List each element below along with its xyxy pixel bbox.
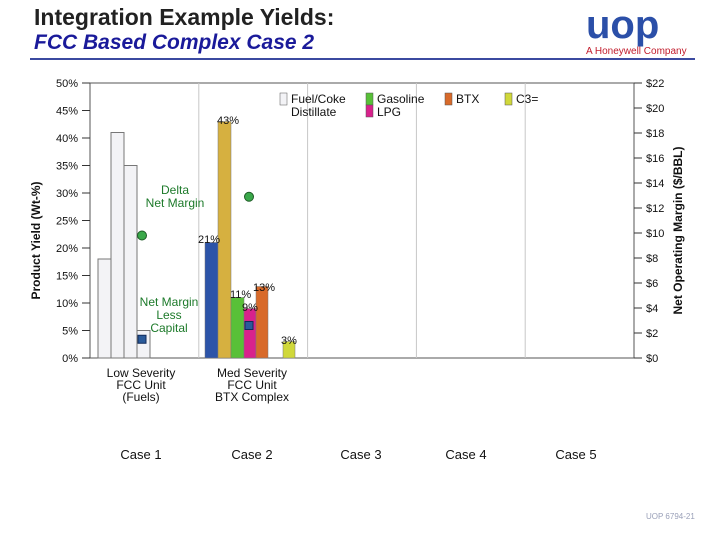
case2-bar (282, 341, 296, 359)
delta-net-margin-annotation: Delta (161, 183, 189, 197)
uop-logo: uop A Honeywell Company (586, 4, 687, 57)
y2-axis-title: Net Operating Margin ($/BBL) (671, 146, 685, 314)
case1-bar (110, 132, 125, 359)
category-description: BTX Complex (215, 390, 289, 404)
y-tick-label: 20% (56, 243, 78, 255)
y-axis-title: Product Yield (Wt-%) (29, 182, 43, 300)
y-tick-label: 30% (56, 188, 78, 200)
y2-tick-label: $14 (646, 178, 664, 190)
y-tick-label: 25% (56, 216, 78, 228)
legend-btx-swatch (444, 92, 453, 106)
y2-tick-label: $2 (646, 328, 658, 340)
page-title: Integration Example Yields: (34, 4, 335, 30)
y-tick-label: 35% (56, 161, 78, 173)
y-tick-label: 40% (56, 133, 78, 145)
case2-bar-label: 11% (230, 289, 251, 301)
case2-bar-label: 9% (242, 302, 258, 314)
category-description: FCC Unit (227, 378, 277, 392)
case-label: Case 3 (340, 447, 381, 462)
title-divider (30, 58, 695, 60)
y2-tick-label: $22 (646, 78, 664, 90)
legend-btx-label: BTX (456, 92, 479, 106)
y2-tick-label: $8 (646, 253, 658, 265)
legend-gasoline-swatch (365, 92, 374, 106)
net-margin-less-capital-annotation: Capital (150, 321, 187, 335)
case-label: Case 2 (231, 447, 272, 462)
y2-tick-label: $4 (646, 303, 658, 315)
case-label: Case 1 (120, 447, 161, 462)
case1-bar (123, 165, 138, 359)
legend-c3-swatch (504, 92, 513, 106)
case2-bar (217, 121, 232, 359)
case2-bar-label: 43% (217, 115, 239, 127)
legend-fuel-label: Fuel/Coke (291, 92, 346, 106)
y-tick-label: 5% (62, 326, 78, 338)
net-margin-less-capital-annotation: Less (156, 308, 181, 322)
category-description: FCC Unit (116, 378, 166, 392)
y-tick-label: 15% (56, 271, 78, 283)
y-tick-label: 10% (56, 298, 78, 310)
y2-tick-label: $12 (646, 203, 664, 215)
legend-fuel-swatch (279, 92, 288, 106)
logo-subtitle: A Honeywell Company (586, 46, 687, 57)
case1-bar (97, 258, 112, 359)
delta-net-margin-annotation: Net Margin (146, 196, 205, 210)
footer-code: UOP 6794-21 (646, 512, 695, 521)
y2-tick-label: $0 (646, 353, 658, 365)
legend-c3-label: C3= (516, 92, 538, 106)
logo-text: uop (586, 4, 659, 47)
legend-gasoline-label: Gasoline (377, 92, 425, 106)
plot-frame (89, 82, 635, 359)
y2-tick-label: $20 (646, 103, 664, 115)
category-description: (Fuels) (122, 390, 159, 404)
y-tick-label: 45% (56, 106, 78, 118)
category-description: Low Severity (107, 366, 176, 380)
legend-lpg-swatch (365, 104, 374, 118)
case2-bar-label: 3% (281, 335, 297, 347)
category-description: Med Severity (217, 366, 287, 380)
net-margin-less-capital-marker (244, 321, 254, 330)
case2-bar (255, 286, 269, 359)
y-tick-label: 0% (62, 353, 78, 365)
net-margin-less-capital-marker (137, 334, 147, 344)
y2-tick-label: $16 (646, 153, 664, 165)
delta-net-margin-marker (244, 191, 254, 202)
case2-bar (243, 308, 257, 359)
y2-tick-label: $10 (646, 228, 664, 240)
y-tick-label: 50% (56, 78, 78, 90)
case-label: Case 5 (555, 447, 596, 462)
case2-bar (204, 242, 219, 359)
legend-gasoline-label2: LPG (377, 105, 401, 119)
y2-tick-label: $6 (646, 278, 658, 290)
case-label: Case 4 (445, 447, 486, 462)
case2-bar-label: 13% (253, 282, 275, 294)
case2-bar-label: 21% (198, 234, 220, 246)
delta-net-margin-marker (137, 230, 147, 241)
case1-bar (136, 330, 151, 359)
page-subtitle: FCC Based Complex Case 2 (34, 31, 315, 54)
legend-fuel-label2: Distillate (291, 105, 337, 119)
y2-tick-label: $18 (646, 128, 664, 140)
net-margin-less-capital-annotation: Net Margin (140, 295, 199, 309)
